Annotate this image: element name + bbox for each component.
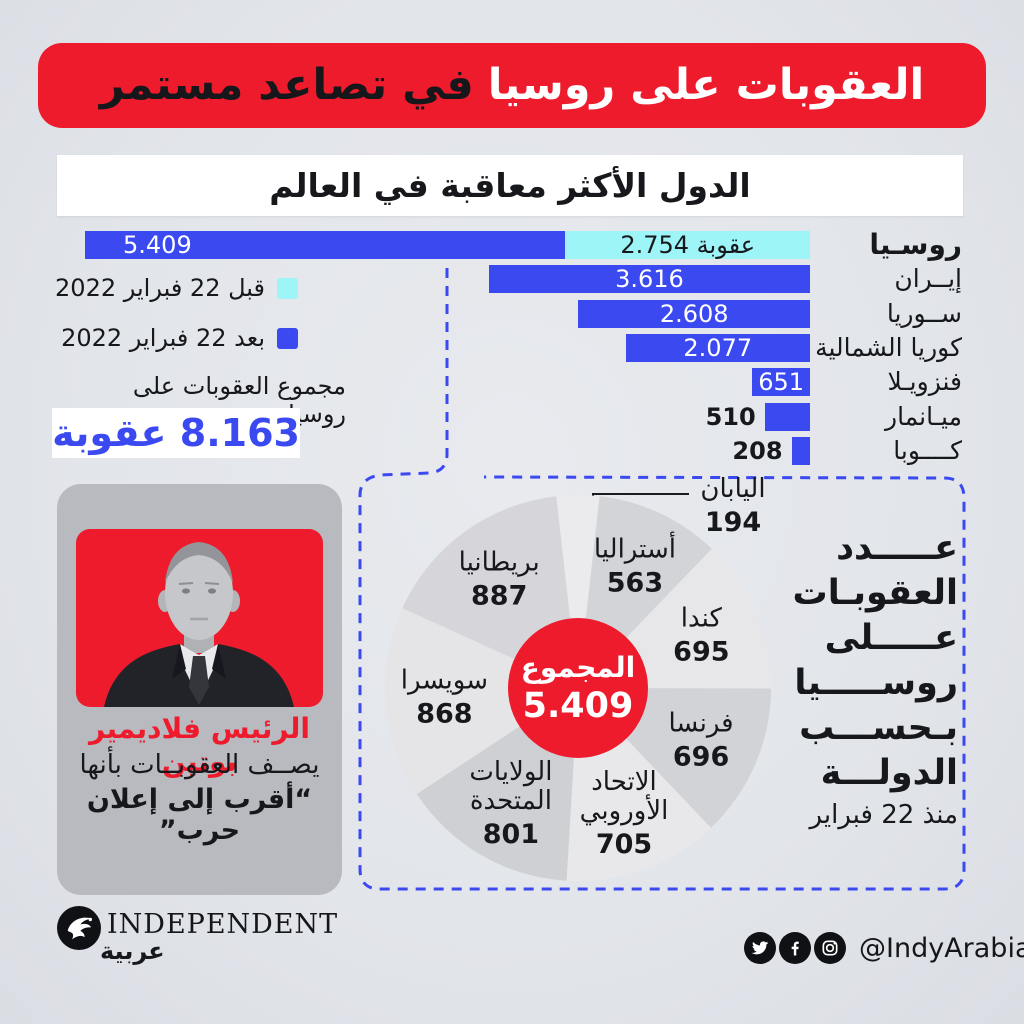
putin-card: الرئيس فلاديمير بوتين يصــف العقوبــات ب… [57, 484, 342, 895]
header-title-highlight: العقوبات على روسيا [487, 60, 925, 110]
pie-center-total: المجموع 5.409 [508, 618, 648, 758]
brand-name: INDEPENDENT [107, 909, 339, 940]
legend-item-before: قبل 22 فبراير 2022 [55, 274, 298, 302]
putin-portrait-illustration [76, 529, 323, 707]
pie-label-japan: اليابان 194 [700, 474, 766, 538]
pie-label-value: 695 [673, 636, 730, 668]
bar-segment-after: 2.608 [578, 300, 810, 328]
legend-swatch-before-icon [277, 277, 298, 299]
twitter-icon[interactable] [744, 932, 776, 964]
pie-slice [384, 608, 578, 794]
legend-label-before: قبل 22 فبراير 2022 [55, 274, 265, 302]
pie-label: أستراليا 563 [573, 534, 697, 599]
bar-category-label: كــــوبا [893, 436, 962, 465]
bar-chart-legend: قبل 22 فبراير 2022 بعد 22 فبراير 2022 [55, 274, 298, 374]
pie-label-name: بريطانيا [458, 546, 540, 577]
bar-category-label: فنزويـلا [887, 367, 962, 396]
social-handle[interactable]: @IndyArabia [859, 932, 1024, 964]
pie-heading: عـــــدد العقوبـات عـــــلى روســـــيا بـحسـ… [792, 526, 958, 796]
bar-value: 5.409 [123, 231, 192, 259]
bar-category-label: كوريا الشمالية [815, 333, 962, 362]
pie-label-name: الولايات المتحدة [469, 756, 553, 816]
total-value-box: 8.163 عقوبة [52, 408, 300, 458]
pie-label: الاتحاد الأوروبي 705 [562, 766, 686, 860]
bar-segment-after [791, 437, 810, 465]
pie-label-name: فرنسا [668, 708, 734, 739]
bar-category-label: ســوريا [886, 299, 962, 328]
pie-label-name: كندا [680, 602, 722, 633]
pie-label-value: 696 [672, 741, 730, 773]
legend-label-after: بعد 22 فبراير 2022 [61, 324, 265, 352]
legend-swatch-after-icon [277, 327, 298, 349]
pie-label: الولايات المتحدة 801 [449, 756, 573, 850]
pie-slice [556, 494, 600, 688]
bar-value-outside: 208 [732, 437, 783, 465]
bar-value: 2.608 [659, 300, 729, 328]
bar-value: 651 [758, 368, 804, 396]
pie-center-value: 5.409 [522, 685, 634, 726]
pie-heading-line: عـــــلى [824, 618, 958, 658]
pie-label-value: 705 [595, 828, 653, 860]
bar-segment-after: 651 [752, 368, 810, 396]
bar-segment-before: 2.754 عقوبة [565, 231, 810, 259]
pie-label: سويسرا 868 [382, 665, 506, 730]
pie-heading-line: بـحســـب [799, 708, 958, 748]
bar-value-outside: 510 [705, 403, 756, 431]
putin-name: الرئيس فلاديمير بوتين [89, 712, 310, 778]
bar-chart-title: الدول الأكثر معاقبة في العالم [57, 155, 963, 216]
pie-label-value: 887 [471, 580, 528, 612]
pie-label-name: سويسرا [400, 665, 488, 696]
header-banner: العقوبات على روسيا في تصاعد مستمر [38, 43, 986, 128]
brand-arabic: عربية [100, 937, 165, 965]
bar-value-before: 2.754 عقوبة [620, 231, 756, 259]
pie-label-value: 563 [606, 567, 664, 599]
bar-segment-after: 5.409 [85, 231, 566, 259]
bar-category-label: ميـانمار [885, 402, 962, 431]
pie-label: بريطانيا 887 [437, 546, 561, 612]
eagle-icon [67, 917, 93, 940]
pie-label-name: الاتحاد الأوروبي [579, 766, 669, 826]
bar-category-label: إيــران [894, 264, 962, 293]
pie-label: فرنسا 696 [639, 709, 763, 772]
total-caption: مجموع العقوبات على روسيا: [132, 372, 346, 428]
pie-heading-line: العقوبـات [792, 573, 958, 613]
instagram-icon[interactable] [814, 932, 846, 964]
putin-quote-line2: “أقرب إلى إعلان حرب” [86, 784, 313, 846]
social-links: @IndyArabia [744, 932, 1024, 964]
pie-heading-line: عـــــدد [836, 528, 958, 568]
pie-label-value: 801 [482, 818, 540, 850]
bar-value: 2.077 [683, 334, 753, 362]
bar-segment-after: 2.077 [625, 334, 810, 362]
pie-label: كندا 695 [639, 602, 763, 668]
pie-label-value: 868 [416, 698, 473, 730]
header-title-rest: في تصاعد مستمر [99, 60, 474, 110]
bar-segment-after: 3.616 [488, 265, 810, 293]
pie-heading-line: روســـــيا [794, 663, 958, 703]
putin-quote-line1: يصــف العقوبــات بأنها [79, 750, 320, 780]
putin-photo [76, 529, 323, 707]
pie-center-label: المجموع [520, 650, 636, 684]
pie-heading-line: الدولـــة [820, 753, 958, 793]
independent-logo[interactable] [57, 906, 101, 950]
bar-value: 3.616 [615, 265, 684, 293]
pie-label-name: أستراليا [593, 534, 676, 565]
legend-item-after: بعد 22 فبراير 2022 [61, 324, 298, 352]
bar-segment-after [764, 403, 810, 431]
bar-category-label: روسـيا [869, 228, 962, 261]
facebook-icon[interactable] [779, 932, 811, 964]
total-value: 8.163 عقوبة [52, 411, 300, 455]
pie-subheading: منذ 22 فبراير [809, 800, 958, 830]
